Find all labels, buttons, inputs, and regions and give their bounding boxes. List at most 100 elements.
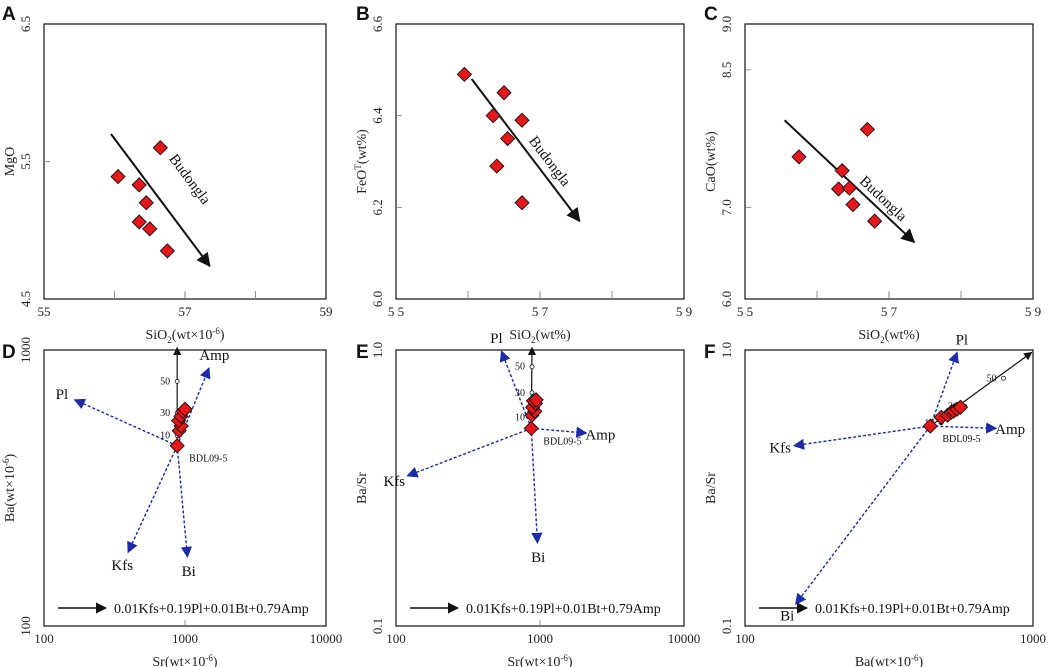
data-point [845, 196, 861, 213]
x-tick-label: 1000 [172, 631, 198, 646]
data-point [922, 418, 938, 434]
curve-tick-label: 10 [160, 431, 170, 442]
panel-f: F 100 1000 0.1 1.0 Ba(wt×10-6) Ba/Sr Pl Amp Kfs Bi… [704, 332, 1046, 667]
y-tick-label: 8.5 [719, 62, 734, 78]
curve-tick-label: 50 [987, 373, 997, 384]
vector-label: Amp [585, 427, 615, 443]
curve-tick-label: 50 [515, 362, 525, 373]
vector-pl [73, 398, 178, 447]
y-tick-label: 9.0 [719, 16, 734, 32]
y-axis-label: Ba/Sr [355, 472, 370, 504]
vector-label: Pl [956, 332, 969, 348]
y-tick-label: 6.6 [370, 15, 385, 32]
curve-tick-marker [1001, 375, 1006, 381]
y-tick-label: 1.0 [719, 342, 734, 358]
y-tick-label: 6.5 [18, 16, 33, 32]
data-point [834, 163, 850, 179]
sample-label: BDL09-5 [189, 454, 227, 465]
x-tick-label: 5 5 [388, 304, 404, 319]
panel-letter: B [356, 4, 370, 25]
data-point [859, 121, 876, 138]
x-tick-label: 100 [735, 631, 755, 646]
panel-a: A 55 57 59 4.5 5.5 6.5 SiO2(wt×10-6) MgO Budongla [2, 4, 333, 345]
data-point [514, 195, 530, 211]
vector-bi [530, 428, 543, 545]
x-axis-label: SiO2(wt%) [509, 328, 571, 345]
curve-tick-marker [174, 378, 180, 384]
x-tick-label: 1000 [527, 631, 553, 646]
data-point [841, 180, 858, 196]
vector-amp [176, 367, 211, 446]
y-tick-label: 0.1 [719, 618, 734, 634]
vector-label: Kfs [111, 558, 133, 574]
data-point [523, 420, 539, 437]
plot-frame [43, 349, 327, 627]
panel-letter: C [704, 4, 718, 25]
x-tick-label: 59 [320, 304, 333, 319]
vector-label: Amp [199, 348, 229, 364]
vector-pl [499, 350, 532, 429]
x-axis-label: Sr(wt×10-6) [507, 653, 573, 667]
y-tick-label: 7.0 [719, 199, 734, 215]
trend-arrow [110, 133, 211, 268]
curve-tick-label: 50 [160, 376, 170, 387]
y-axis-label: MgO [3, 147, 18, 177]
y-tick-label: 1.0 [370, 342, 385, 358]
y-tick-label: 0.1 [370, 618, 385, 634]
data-point [791, 149, 807, 165]
plot-frame [744, 349, 1034, 627]
panel-d: D 100 1000 10000 100 1000 Sr(wt×10-6) Ba(wt×10-… [1, 337, 342, 667]
x-axis-label: Sr(wt×10-6) [152, 653, 218, 667]
x-tick-label: 5 9 [676, 304, 692, 319]
vector-label: Kfs [383, 474, 405, 490]
curve-tick-label: 30 [160, 408, 170, 419]
x-tick-label: 55 [38, 304, 51, 319]
y-tick-label: 6.2 [370, 199, 385, 215]
x-axis-label: SiO2(wt%) [858, 328, 920, 345]
sample-label: BDL09-5 [942, 434, 980, 445]
y-axis-label: Ba/Sr [704, 472, 719, 504]
vector-label: Bi [780, 608, 794, 624]
y-tick-label: 6.0 [370, 291, 385, 307]
y-axis-label: CaO(wt%) [704, 131, 719, 192]
data-point [138, 195, 154, 211]
plot-frame [395, 349, 685, 627]
data-point [131, 214, 147, 230]
data-point [866, 213, 883, 229]
vector-label: Amp [995, 422, 1025, 438]
panel-e: E 100 1000 10000 0.1 1.0 Sr(wt×10-6) Ba/Sr Pl Amp… [355, 331, 700, 667]
data-point [110, 168, 126, 185]
x-tick-label: 100 [386, 631, 406, 646]
vector-pl [929, 351, 959, 427]
curve-tick-label: 30 [515, 388, 525, 399]
y-tick-label: 100 [18, 616, 33, 636]
vector-bi [795, 425, 931, 606]
panel-letter: E [356, 342, 369, 363]
x-tick-label: 57 [179, 304, 193, 319]
x-tick-label: 10000 [310, 631, 343, 646]
data-point [142, 221, 158, 237]
panel-c: C 5 5 5 7 5 9 6.0 7.0 8.5 9.0 SiO2(wt%) CaO(wt%) B… [704, 4, 1041, 345]
data-point [496, 85, 512, 101]
trend-label: Budongla [165, 151, 213, 208]
x-tick-label: 10000 [668, 631, 701, 646]
x-tick-label: 5 7 [881, 304, 898, 319]
trend-arrow [470, 78, 581, 223]
x-axis-label: Ba(wt×10-6) [855, 653, 924, 667]
panel-b: B 5 5 5 7 5 9 6.0 6.2 6.4 6.6 SiO2(wt%) FeOT(wt%)… [353, 4, 692, 345]
x-tick-label: 100 [34, 631, 54, 646]
vector-kfs [406, 427, 532, 478]
vector-amp [531, 426, 588, 438]
panel-letter: F [704, 342, 716, 363]
trend-label: Budongla [856, 173, 910, 225]
curve-tick-label: 10 [515, 412, 525, 423]
x-tick-label: 1000 [1020, 631, 1046, 646]
y-tick-label: 6.4 [370, 107, 385, 124]
x-axis-label: SiO2(wt×10-6) [145, 326, 224, 345]
data-point [169, 438, 185, 454]
sample-label: BDL09-5 [543, 436, 581, 447]
vector-label: Bi [182, 564, 196, 580]
panel-letter: D [2, 342, 16, 363]
curve-tick-marker [529, 364, 535, 370]
data-point [485, 108, 501, 124]
